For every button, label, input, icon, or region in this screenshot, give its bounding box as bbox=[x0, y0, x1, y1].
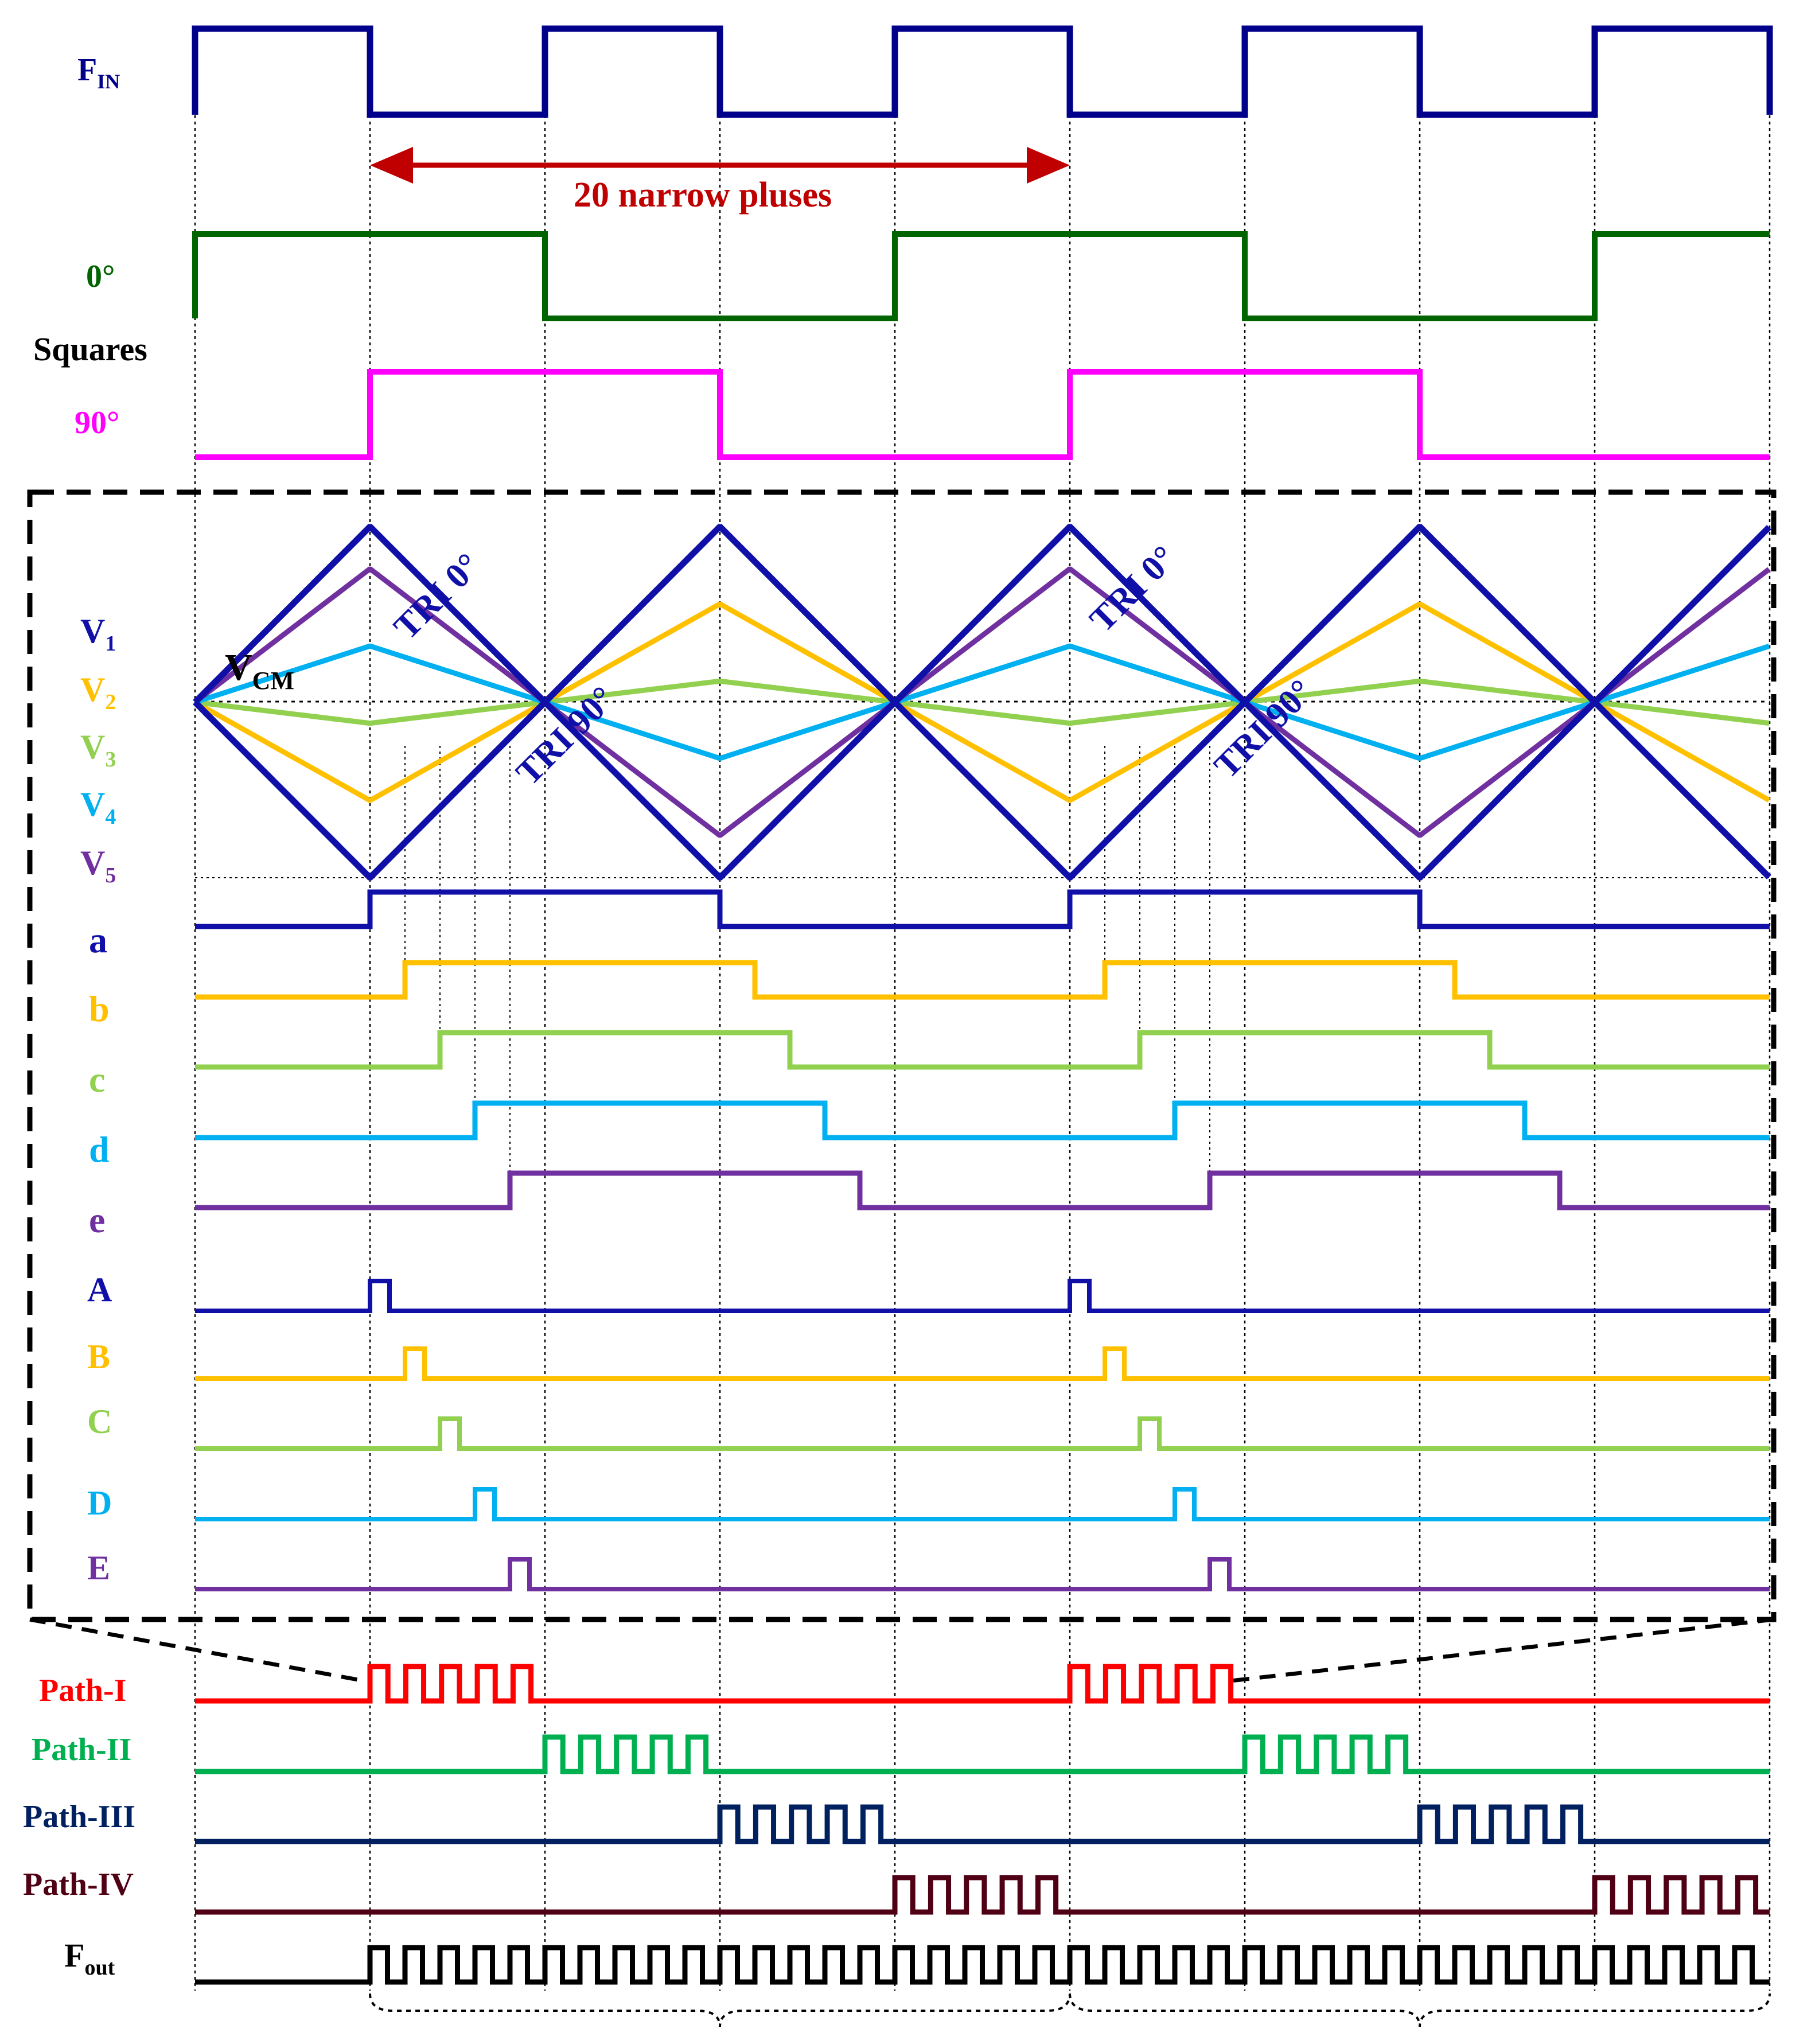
label-B: B bbox=[87, 1338, 110, 1376]
path-3-waveform bbox=[195, 1804, 1770, 1844]
annotation-20-narrow-pulses: 20 narrow pluses bbox=[574, 176, 832, 215]
tri-90-waveform bbox=[193, 524, 1771, 881]
v3-waveform bbox=[194, 678, 1770, 726]
label-square-0: 0° bbox=[86, 259, 115, 294]
zoom-box bbox=[27, 489, 1777, 1622]
label-v3: V3 bbox=[80, 728, 116, 772]
level-d-waveform bbox=[195, 1100, 1770, 1140]
label-b: b bbox=[89, 988, 110, 1029]
path-4-waveform bbox=[195, 1875, 1770, 1915]
level-c-waveform bbox=[195, 1030, 1770, 1070]
label-vcm: VCM bbox=[225, 647, 294, 695]
square-0-waveform bbox=[192, 231, 1770, 321]
label-path-2: Path-II bbox=[32, 1732, 131, 1767]
square-90-waveform bbox=[195, 369, 1770, 460]
pulse-C-waveform bbox=[195, 1416, 1770, 1451]
pulse-E-waveform bbox=[195, 1557, 1770, 1591]
v4-waveform bbox=[194, 643, 1770, 761]
v2-waveform bbox=[193, 601, 1771, 803]
level-e-waveform bbox=[195, 1170, 1770, 1210]
tri-0-waveform bbox=[193, 524, 1771, 881]
zoom-connector-left bbox=[29, 1617, 365, 1683]
waveforms bbox=[27, 25, 1777, 2027]
brace-period-1 bbox=[369, 1993, 1071, 2027]
label-path-1: Path-I bbox=[39, 1673, 126, 1708]
label-squares: Squares bbox=[33, 330, 147, 368]
label-fin: FIN bbox=[77, 52, 120, 93]
level-b-waveform bbox=[195, 960, 1770, 1000]
label-d: d bbox=[89, 1129, 110, 1170]
label-path-3: Path-III bbox=[23, 1799, 135, 1835]
label-c: c bbox=[89, 1059, 105, 1100]
pulse-B-waveform bbox=[195, 1346, 1770, 1381]
label-v2: V2 bbox=[80, 671, 116, 714]
label-v4: V4 bbox=[80, 785, 116, 829]
label-D: D bbox=[87, 1484, 112, 1522]
label-v1: V1 bbox=[80, 612, 116, 656]
gridlines bbox=[194, 109, 1771, 1991]
label-fout: Fout bbox=[64, 1937, 115, 1980]
fin-waveform bbox=[192, 25, 1773, 118]
label-square-90: 90° bbox=[75, 405, 119, 441]
label-v5: V5 bbox=[80, 844, 116, 887]
label-C: C bbox=[87, 1403, 112, 1440]
path-1-waveform bbox=[195, 1664, 1770, 1704]
label-path-4: Path-IV bbox=[23, 1867, 134, 1902]
label-A: A bbox=[87, 1271, 112, 1309]
pulse-A-waveform bbox=[195, 1279, 1770, 1313]
label-a: a bbox=[89, 920, 107, 960]
label-e: e bbox=[89, 1200, 105, 1240]
zoom-connector-right bbox=[1230, 1617, 1774, 1683]
v5-waveform bbox=[193, 566, 1771, 838]
fout-waveform bbox=[195, 1945, 1770, 1985]
path-2-waveform bbox=[195, 1734, 1770, 1774]
brace-period-2 bbox=[1069, 1993, 1771, 2027]
annotation-arrowhead-left bbox=[370, 147, 413, 184]
annotation-arrowhead-right bbox=[1027, 147, 1070, 184]
label-E: E bbox=[87, 1549, 110, 1587]
level-a-waveform bbox=[195, 889, 1770, 929]
pulse-D-waveform bbox=[195, 1487, 1770, 1521]
